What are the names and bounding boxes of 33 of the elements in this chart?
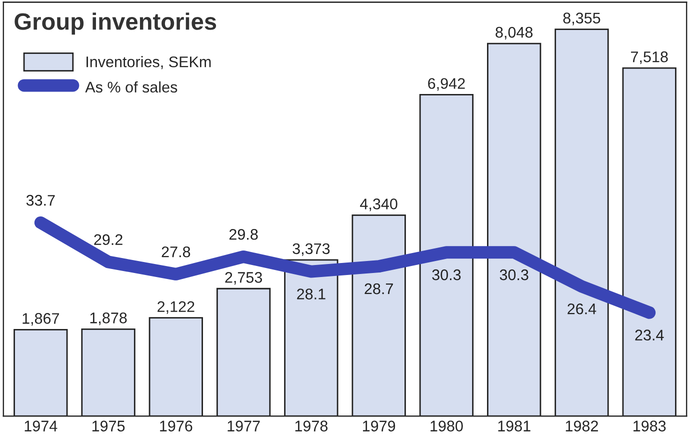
data-label: 27.8 bbox=[162, 246, 190, 258]
x-tick-label: 1976 bbox=[160, 420, 192, 432]
data-label: 8,355 bbox=[563, 12, 600, 26]
data-label: 7,518 bbox=[631, 51, 668, 64]
data-label: 28.1 bbox=[297, 288, 326, 300]
data-label: 29.8 bbox=[229, 228, 258, 240]
data-label: 30.3 bbox=[432, 269, 461, 280]
x-tick-label: 1980 bbox=[430, 420, 463, 432]
data-label: 8,048 bbox=[496, 26, 533, 40]
x-tick-label: 1982 bbox=[566, 420, 598, 432]
x-tick-label: 1983 bbox=[634, 420, 666, 432]
x-tick-label: 1977 bbox=[228, 420, 260, 432]
data-label: 23.4 bbox=[635, 330, 664, 340]
data-label: 1,867 bbox=[22, 313, 59, 326]
data-label: 28.7 bbox=[364, 283, 393, 294]
x-tick-label: 1974 bbox=[24, 420, 58, 432]
x-tick-label: 1975 bbox=[92, 420, 125, 432]
legend-label: As % of sales bbox=[85, 81, 178, 93]
data-label: 29.2 bbox=[94, 234, 122, 246]
data-label: 4,340 bbox=[360, 198, 398, 212]
x-tick-label: 1978 bbox=[295, 420, 328, 432]
data-label: 33.7 bbox=[26, 194, 55, 206]
x-tick-label: 1981 bbox=[498, 420, 530, 432]
legend-label: Inventories, SEKm bbox=[86, 56, 211, 70]
data-label: 3,373 bbox=[292, 243, 330, 256]
data-label: 6,942 bbox=[428, 78, 465, 91]
data-label: 2,122 bbox=[158, 301, 194, 314]
data-label: 1,878 bbox=[90, 312, 127, 326]
x-tick-label: 1979 bbox=[362, 420, 396, 432]
data-label: 2,753 bbox=[225, 272, 262, 285]
chart-title: Group inventories bbox=[14, 12, 216, 35]
data-label: 30.3 bbox=[500, 269, 528, 280]
data-label: 26.4 bbox=[568, 303, 596, 314]
